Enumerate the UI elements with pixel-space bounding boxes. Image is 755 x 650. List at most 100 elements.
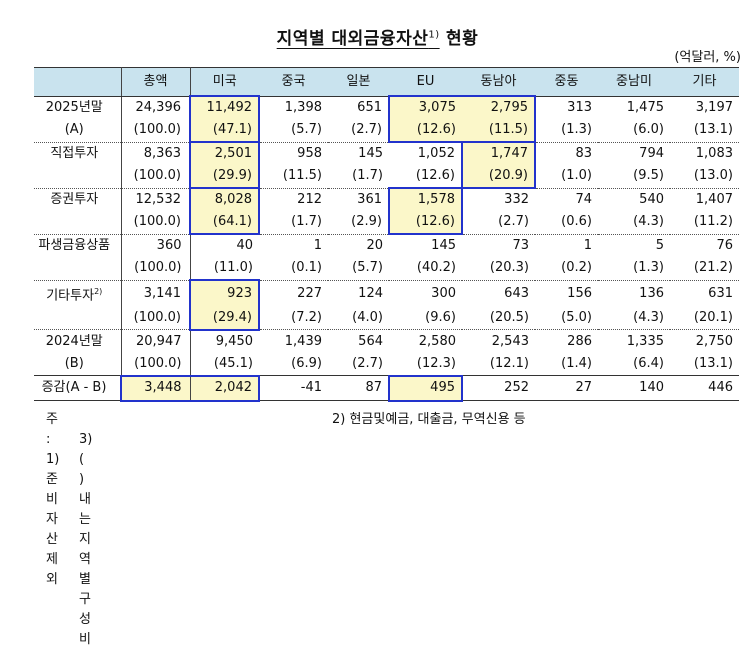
table-cell: (13.0) [693, 168, 733, 184]
table-cell: 12,532 [121, 187, 191, 211]
footnote-1: 주 : 1) 준비자산 제외 [46, 412, 60, 587]
table-cell: 1 [259, 233, 328, 257]
row-label: 2024년말 [34, 329, 122, 353]
table-cell: 300 [389, 279, 462, 307]
table-cell: (6.0) [633, 122, 664, 138]
table-cell: (20.1) [693, 310, 733, 326]
table-cell: 651 [357, 99, 382, 115]
table-cell: (12.6) [415, 168, 455, 183]
table-cell: (12.6) [388, 119, 462, 143]
row-label-text: 기타투자 [46, 287, 95, 303]
table-cell: (11.2) [693, 214, 733, 230]
table-cell: 286 [535, 329, 598, 353]
table-cell: (100.0) [121, 306, 191, 330]
table-cell: (2.7) [328, 352, 389, 377]
table-cell: (100.0) [121, 119, 191, 142]
table-cell: 313 [567, 99, 592, 115]
table-row: 2025년말 24,396 11,492 1,398 651 3,075 2,795 313 1… [34, 95, 739, 119]
header-row: 총액 미국 중국 일본 EU 동남아 중동 중남미 기타 [34, 67, 739, 97]
table-row: (A) (100.0) (47.1) (5.7) (2.7) (12.6) (11.5) (1… [34, 119, 739, 143]
table-title: 지역별 대외금융자산1) 현황 [0, 24, 755, 49]
row-label [34, 165, 122, 188]
table-cell: (5.0) [561, 310, 592, 326]
table-cell: 83 [535, 141, 598, 165]
footnote-3: 3) ( ) 내는 지역별 구성비 [79, 432, 93, 647]
table-cell: (1.7) [291, 214, 322, 230]
table-cell: 76 [670, 233, 739, 257]
column-header: 중동 [535, 67, 598, 97]
table-cell: 27 [535, 375, 598, 402]
table-cell: (1.3) [633, 260, 664, 276]
table-row: (B) (100.0) (45.1) (6.9) (2.7) (12.3) (12.1) (1… [34, 352, 739, 377]
table-cell: (1.3) [561, 122, 592, 138]
column-header: 총액 [121, 67, 191, 97]
row-label-footnote: 2) [94, 286, 103, 296]
column-header: 중남미 [598, 67, 670, 97]
table-cell: 1,747 [461, 141, 536, 165]
row-label-text: 증감(A - B) [41, 380, 107, 396]
table-cell: 227 [259, 279, 328, 307]
column-header: 미국 [190, 67, 259, 97]
table-cell: (1.4) [535, 352, 598, 377]
table-cell: (2.9) [351, 214, 382, 230]
table-cell: 3,141 [121, 279, 191, 307]
table-cell: 140 [598, 375, 670, 402]
table-cell: (13.1) [670, 352, 739, 377]
table-cell: 40 [190, 233, 259, 257]
table-cell: 361 [328, 187, 389, 211]
table-cell: (4.3) [633, 310, 664, 326]
row-label [34, 257, 122, 280]
table-cell: 73 [462, 233, 535, 257]
table-cell: (9.5) [633, 168, 664, 184]
table-cell: 145 [389, 233, 462, 257]
table-cell: 1,335 [598, 329, 670, 353]
row-label-text: 2024년말 [45, 333, 103, 349]
table-cell: 24,396 [121, 96, 191, 119]
table-cell: 923 [189, 279, 260, 307]
row-label-text: 증권투자 [50, 191, 99, 207]
table-cell: 212 [259, 187, 328, 211]
table-cell: (64.1) [189, 211, 260, 235]
row-label: 증감(A - B) [34, 375, 122, 402]
column-header: 중국 [259, 67, 328, 97]
table-cell: (12.6) [388, 211, 463, 235]
table-cell: (100.0) [121, 352, 191, 377]
table-cell: (5.7) [291, 122, 322, 138]
table-cell: 1,439 [259, 329, 328, 353]
header-corner [34, 67, 122, 97]
column-header: 동남아 [462, 67, 535, 97]
table-cell: 540 [598, 187, 670, 211]
table-cell: 495 [388, 374, 463, 402]
table-cell: 3,197 [695, 99, 733, 115]
footnote-2: 2) 현금및예금, 대출금, 무역신용 등 [332, 412, 526, 427]
row-label [34, 306, 122, 330]
column-header: 일본 [328, 67, 389, 97]
table-cell: (29.4) [189, 306, 260, 331]
table-cell: (6.9) [259, 352, 328, 377]
table-cell: 1,083 [670, 141, 739, 165]
table-cell: 1,578 [388, 187, 463, 211]
table-cell: (13.1) [693, 122, 733, 138]
table-cell: (11.5) [282, 168, 322, 184]
row-label: 직접투자 [34, 141, 122, 165]
table-cell: 794 [598, 141, 670, 165]
table-cell: 1,398 [284, 99, 322, 115]
table-cell: 564 [328, 329, 389, 353]
column-header: 기타 [670, 67, 739, 97]
table-cell: 20 [328, 233, 389, 257]
table-cell: 8,028 [189, 187, 260, 211]
row-label: 증권투자 [34, 187, 122, 211]
table-cell: (7.2) [291, 310, 322, 326]
table-cell: (1.0) [561, 168, 592, 184]
table-row: (100.0) (29.9) (11.5) (1.7) (12.6) (20.9) (1.0… [34, 165, 739, 189]
table-row: 직접투자 8,363 2,501 958 145 1,052 1,747 83 794 1,083 [34, 141, 739, 165]
difference-row: 증감(A - B) 3,448 2,042 -41 87 495 252 27 140 446 [34, 374, 739, 402]
table-cell: (12.1) [462, 352, 535, 377]
table-cell: 20,947 [121, 329, 191, 353]
table-cell: (45.1) [190, 352, 259, 377]
table-cell: (6.4) [598, 352, 670, 377]
table-cell: 2,042 [190, 374, 260, 402]
table-cell: (4.0) [352, 310, 383, 326]
row-label: 파생금융상품 [34, 233, 122, 257]
table-cell: 2,543 [462, 329, 535, 353]
